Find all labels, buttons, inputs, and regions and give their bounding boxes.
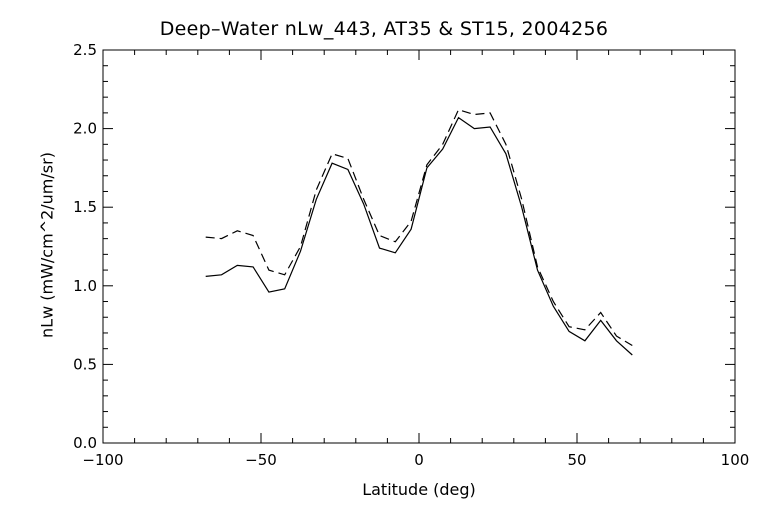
y-tick-label: 1.5 (73, 198, 97, 216)
x-axis-label: Latitude (deg) (362, 480, 476, 499)
x-tick-label: −100 (82, 451, 123, 469)
plot-frame (102, 49, 736, 444)
chart-title: Deep–Water nLw_443, AT35 & ST15, 2004256 (159, 18, 609, 40)
y-tick-label: 2.5 (73, 41, 97, 59)
x-tick-label: 0 (414, 451, 424, 469)
y-tick-label: 1.0 (73, 277, 97, 295)
y-tick-label: 0.0 (73, 434, 97, 452)
y-axis-label: nLw (mW/cm^2/um/sr) (37, 152, 57, 338)
x-tick-label: −50 (245, 451, 277, 469)
y-tick-label: 2.0 (73, 120, 97, 138)
solid-series-line (205, 116, 633, 356)
x-tick-label: 50 (567, 451, 586, 469)
dashed-series-line (205, 108, 633, 347)
x-tick-label: 100 (721, 451, 750, 469)
y-tick-label: 0.5 (73, 355, 97, 373)
